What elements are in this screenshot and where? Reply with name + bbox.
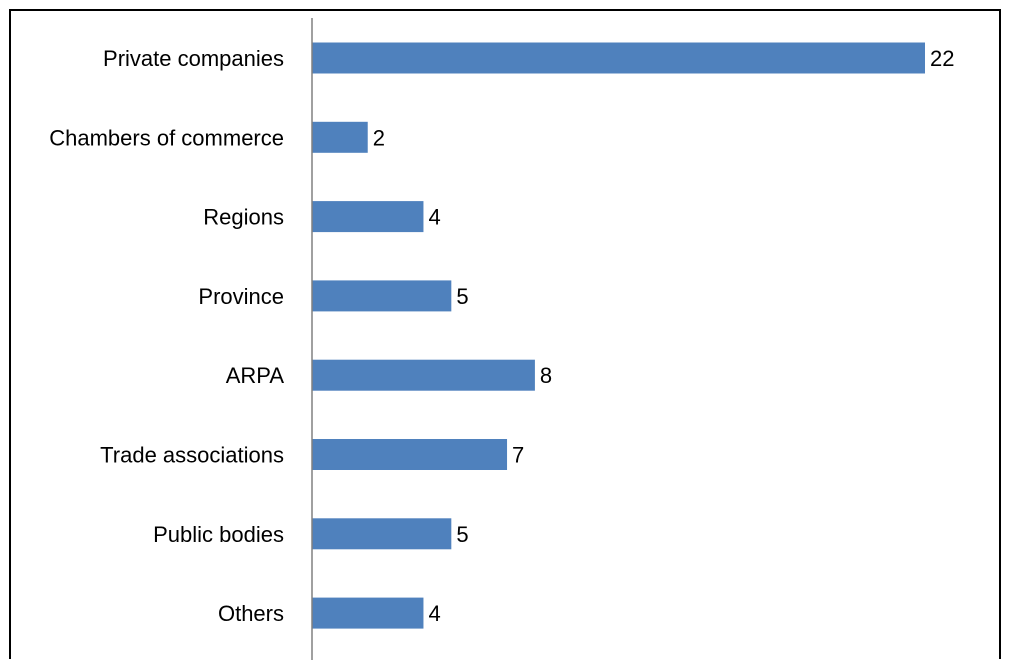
bar-arpa <box>312 359 535 391</box>
value-label-chambers-of-commerce: 2 <box>373 125 385 150</box>
category-label-regions: Regions <box>203 205 284 230</box>
category-label-others: Others <box>218 601 284 626</box>
value-label-province: 5 <box>456 284 468 309</box>
bar-chambers-of-commerce <box>312 121 368 153</box>
category-label-province: Province <box>198 284 284 309</box>
category-labels: Private companies Chambers of commerce Reg… <box>49 46 284 626</box>
value-label-arpa: 8 <box>540 363 552 388</box>
category-label-trade-associations: Trade associations <box>100 443 284 468</box>
value-label-private-companies: 22 <box>930 46 954 71</box>
value-label-regions: 4 <box>428 205 440 230</box>
bar-trade-associations <box>312 439 508 470</box>
bar-private-companies <box>312 42 925 74</box>
category-label-public-bodies: Public bodies <box>153 522 284 547</box>
category-label-arpa: ARPA <box>226 363 285 388</box>
bars-layer <box>312 42 925 629</box>
value-label-trade-associations: 7 <box>512 443 524 468</box>
value-label-others: 4 <box>428 601 440 626</box>
bar-regions <box>312 201 424 233</box>
value-label-public-bodies: 5 <box>456 522 468 547</box>
category-label-private-companies: Private companies <box>103 46 284 71</box>
bar-public-bodies <box>312 518 452 550</box>
bar-province <box>312 280 452 312</box>
category-label-chambers-of-commerce: Chambers of commerce <box>49 125 284 150</box>
chart-frame <box>9 9 1001 659</box>
bar-others <box>312 597 424 629</box>
